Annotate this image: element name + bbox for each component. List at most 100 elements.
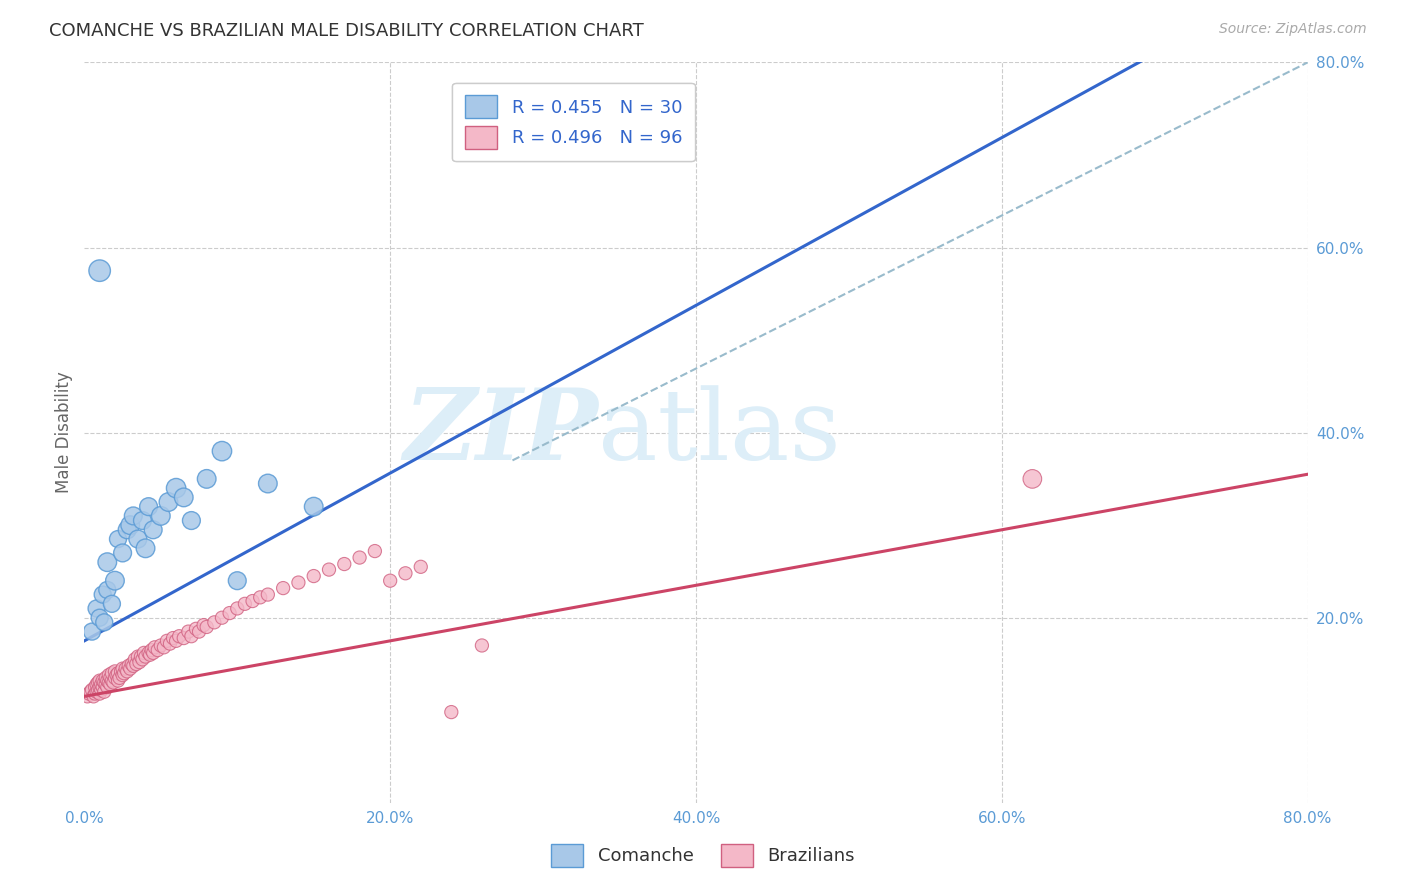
Point xyxy=(287,575,309,590)
Point xyxy=(90,677,112,691)
Point xyxy=(177,624,200,639)
Point xyxy=(80,682,103,697)
Point xyxy=(131,514,153,528)
Point xyxy=(101,666,124,681)
Point xyxy=(257,476,280,491)
Point xyxy=(159,637,181,651)
Point xyxy=(394,566,416,581)
Point xyxy=(94,677,117,691)
Point xyxy=(302,569,325,583)
Point xyxy=(132,646,155,660)
Point xyxy=(257,588,280,602)
Point xyxy=(193,618,215,632)
Point xyxy=(87,682,110,697)
Point xyxy=(96,582,118,597)
Point xyxy=(211,444,233,458)
Point xyxy=(138,646,160,660)
Point xyxy=(142,523,165,537)
Point xyxy=(211,610,233,624)
Point xyxy=(149,639,172,653)
Point xyxy=(173,631,195,645)
Point xyxy=(84,687,107,701)
Point xyxy=(89,263,111,277)
Point xyxy=(104,665,127,679)
Point xyxy=(111,668,134,682)
Point xyxy=(111,546,134,560)
Point xyxy=(101,597,124,611)
Point xyxy=(129,649,152,664)
Point xyxy=(165,481,187,495)
Text: COMANCHE VS BRAZILIAN MALE DISABILITY CORRELATION CHART: COMANCHE VS BRAZILIAN MALE DISABILITY CO… xyxy=(49,22,644,40)
Point xyxy=(112,666,135,681)
Legend: R = 0.455   N = 30, R = 0.496   N = 96: R = 0.455 N = 30, R = 0.496 N = 96 xyxy=(453,83,695,161)
Point xyxy=(120,662,142,676)
Point xyxy=(202,615,225,630)
Point xyxy=(409,559,432,574)
Point xyxy=(96,680,118,694)
Point xyxy=(349,550,371,565)
Point xyxy=(167,629,190,643)
Point xyxy=(105,668,128,682)
Point xyxy=(98,671,121,685)
Point xyxy=(128,655,150,669)
Point xyxy=(180,629,202,643)
Point xyxy=(364,544,387,558)
Point xyxy=(157,495,180,509)
Point xyxy=(87,675,110,690)
Point xyxy=(76,690,98,704)
Point xyxy=(77,687,100,701)
Point xyxy=(127,649,149,664)
Point xyxy=(79,685,101,699)
Point xyxy=(98,677,121,691)
Point xyxy=(380,574,402,588)
Point xyxy=(93,685,115,699)
Point xyxy=(138,500,160,514)
Point xyxy=(131,652,153,666)
Point xyxy=(108,671,131,685)
Point xyxy=(101,673,124,688)
Point xyxy=(93,675,115,690)
Point xyxy=(153,640,176,655)
Point xyxy=(249,591,271,605)
Point xyxy=(83,690,105,704)
Point xyxy=(226,601,249,615)
Point xyxy=(115,523,138,537)
Point xyxy=(146,643,169,657)
Point xyxy=(91,588,114,602)
Legend: Comanche, Brazilians: Comanche, Brazilians xyxy=(544,837,862,874)
Point xyxy=(195,620,218,634)
Point xyxy=(302,500,325,514)
Point xyxy=(91,673,114,688)
Point xyxy=(94,671,117,685)
Point xyxy=(96,673,118,688)
Point xyxy=(111,662,134,676)
Point xyxy=(89,610,111,624)
Point xyxy=(1021,472,1043,486)
Point xyxy=(86,685,108,699)
Point xyxy=(135,649,157,664)
Point xyxy=(143,640,166,655)
Point xyxy=(84,680,107,694)
Point xyxy=(110,665,132,679)
Point xyxy=(124,652,146,666)
Point xyxy=(104,574,127,588)
Point xyxy=(121,657,143,671)
Point xyxy=(233,597,256,611)
Point xyxy=(318,563,340,577)
Point xyxy=(93,615,115,630)
Point xyxy=(122,658,145,673)
Point xyxy=(242,594,264,608)
Point xyxy=(80,624,103,639)
Text: Source: ZipAtlas.com: Source: ZipAtlas.com xyxy=(1219,22,1367,37)
Point xyxy=(271,581,294,595)
Text: atlas: atlas xyxy=(598,384,841,481)
Point xyxy=(97,668,120,682)
Point xyxy=(96,555,118,569)
Point xyxy=(180,514,202,528)
Point xyxy=(86,677,108,691)
Point xyxy=(218,606,240,620)
Point xyxy=(162,631,184,645)
Y-axis label: Male Disability: Male Disability xyxy=(55,372,73,493)
Point xyxy=(173,491,195,505)
Point xyxy=(104,671,127,685)
